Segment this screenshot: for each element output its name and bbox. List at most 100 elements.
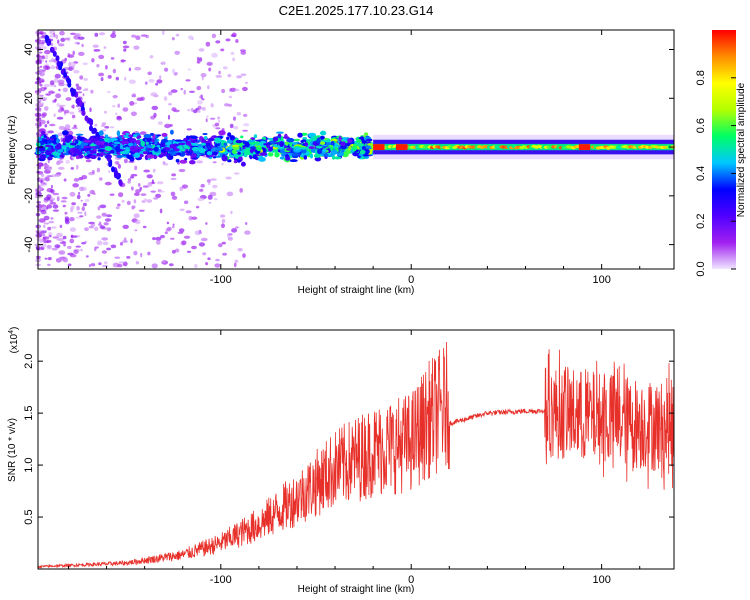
spectral-sample (54, 98, 57, 102)
spectral-sample (256, 146, 262, 152)
spectral-sample (113, 94, 118, 99)
spectral-sample (39, 183, 45, 187)
spectral-sample (361, 140, 367, 144)
spectral-sample (158, 154, 163, 158)
spectral-sample (126, 200, 131, 206)
spectral-sample (121, 199, 125, 203)
spectral-sample (78, 192, 81, 195)
spectral-sample (161, 61, 166, 65)
spectral-sample (45, 54, 49, 60)
spectral-sample (56, 160, 64, 164)
spectral-sample (69, 191, 76, 197)
spectral-sample (180, 87, 183, 91)
spectral-sample (274, 152, 280, 158)
spectral-sample (83, 142, 89, 146)
spectral-sample (160, 235, 165, 239)
spectral-sample (84, 88, 89, 91)
spectral-sample (145, 81, 148, 85)
spectral-sample (191, 142, 199, 147)
spectral-sample (229, 135, 235, 140)
spectral-sample (40, 173, 45, 178)
spectral-sample (39, 238, 43, 244)
spectral-sample (79, 186, 85, 192)
spectral-sample (108, 161, 113, 168)
spectral-sample (52, 50, 57, 57)
spectral-sample (117, 263, 123, 268)
spectral-sample (118, 180, 123, 187)
spectral-sample (52, 209, 60, 212)
spectral-sample (87, 193, 91, 197)
ridge-peak (373, 144, 385, 150)
spectral-sample (61, 107, 65, 112)
spectral-sample (263, 143, 269, 146)
spectral-sample (247, 140, 255, 143)
spectral-sample (228, 146, 233, 151)
spectral-sample (133, 250, 138, 256)
spectral-sample (185, 210, 192, 214)
spectral-sample (72, 148, 80, 155)
spectral-sample (292, 153, 300, 157)
spectral-sample (175, 33, 180, 37)
spectral-sample (172, 68, 176, 74)
spectral-sample (91, 128, 96, 134)
spectral-sample (58, 125, 65, 130)
spectral-sample (225, 38, 231, 42)
spectral-sample (230, 52, 235, 55)
spectral-sample (74, 33, 81, 37)
spectral-sample (171, 225, 175, 229)
spectral-sample (169, 144, 174, 149)
spectral-sample (221, 223, 225, 228)
spectral-sample (220, 48, 225, 52)
spectral-sample (39, 102, 45, 106)
spectral-sample (140, 34, 148, 37)
spectral-sample (47, 263, 51, 266)
spectral-sample (110, 57, 115, 60)
spectral-sample (45, 144, 51, 148)
spectral-sample (185, 153, 192, 156)
spectral-sample (221, 162, 224, 166)
spectral-sample (244, 81, 249, 85)
spectral-sample (300, 140, 305, 143)
spectral-sample (113, 141, 121, 145)
spectral-sample (107, 75, 112, 79)
spectral-sample (191, 107, 194, 112)
spectral-sample (44, 124, 48, 128)
spectral-sample (133, 213, 140, 218)
spectral-sample (179, 208, 185, 211)
spectral-sample (116, 116, 123, 121)
spectral-sample (207, 182, 211, 186)
spectral-sample (142, 151, 148, 155)
spectral-sample (44, 176, 50, 182)
spectral-sample (122, 224, 129, 229)
spectral-sample (170, 89, 178, 93)
spectral-sample (199, 95, 201, 99)
spectral-sample (235, 39, 239, 43)
spectral-sample (124, 76, 127, 81)
spectral-sample (183, 235, 191, 239)
spectral-sample (197, 197, 205, 202)
spectral-sample (142, 185, 149, 188)
spectral-sample (330, 146, 334, 151)
spectral-sample (316, 135, 321, 138)
spectral-sample (170, 191, 176, 197)
spectral-sample (105, 214, 113, 218)
spectral-sample (171, 37, 175, 41)
spectral-sample (152, 237, 157, 241)
spectral-sample (40, 230, 46, 234)
spectral-sample (47, 257, 52, 261)
spectral-sample (115, 145, 121, 152)
spectral-sample (242, 86, 248, 92)
spectral-sample (118, 261, 125, 264)
spectral-sample (43, 222, 50, 225)
spectral-sample (153, 146, 159, 152)
spectral-sample (207, 63, 212, 66)
spectral-sample (215, 74, 222, 78)
spectral-sample (58, 82, 65, 87)
spectral-sample (69, 111, 75, 115)
spectral-sample (185, 79, 191, 82)
spectral-sample (167, 114, 171, 120)
spectral-sample (178, 142, 186, 146)
spectral-sample (242, 253, 246, 258)
spectral-sample (166, 226, 172, 231)
spectral-sample (188, 35, 194, 40)
